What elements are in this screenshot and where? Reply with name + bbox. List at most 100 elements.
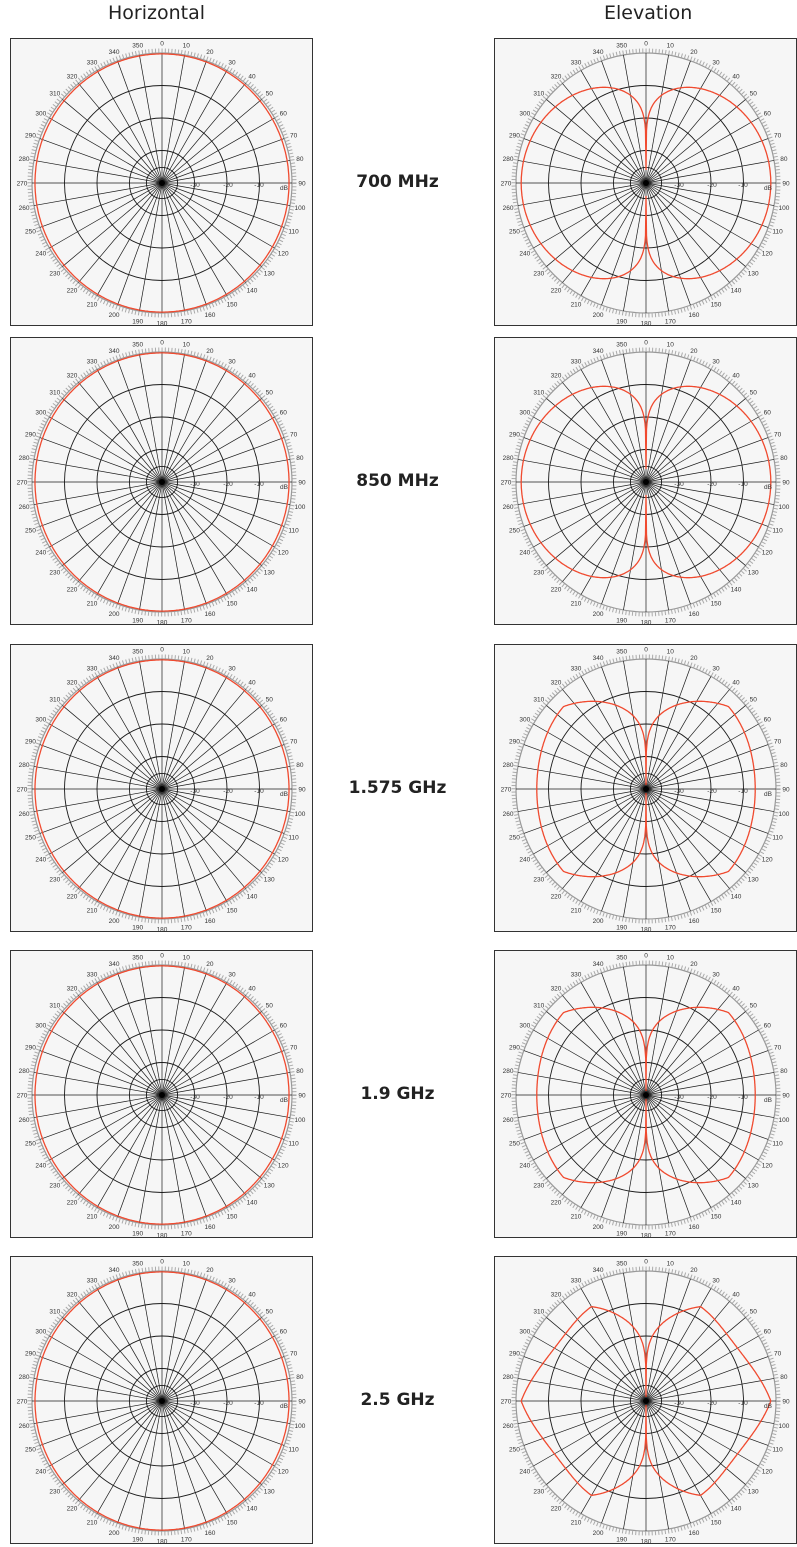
angle-tick-label: 280 — [503, 1374, 514, 1381]
grid-spoke — [62, 1317, 163, 1402]
angle-tick-label: 40 — [732, 985, 740, 992]
radial-tick-label: dB — [280, 185, 288, 192]
polar-chart-svg: 0 10 20 30 40 50 60 70 80 90 100 110 120 130 140 150 160… — [17, 340, 306, 627]
grid-spoke — [562, 83, 647, 184]
grid-spoke — [523, 1094, 647, 1140]
grid-spoke — [49, 723, 163, 790]
angle-tick-label: 290 — [509, 1045, 520, 1052]
grid-spoke — [645, 788, 746, 873]
angle-tick-label: 10 — [183, 1261, 191, 1268]
angle-tick-label: 140 — [247, 288, 258, 295]
grid-spoke — [645, 60, 691, 184]
angle-tick-label: 290 — [509, 1351, 520, 1358]
angle-tick-label: 340 — [109, 348, 120, 355]
angle-tick-label: 210 — [87, 1520, 98, 1527]
grid-spoke — [161, 70, 228, 184]
grid-spoke — [601, 666, 647, 790]
radial-tick-label: dB — [280, 1403, 288, 1410]
grid-spoke — [161, 788, 262, 873]
angle-tick-label: 320 — [551, 73, 562, 80]
angle-tick-label: 190 — [132, 924, 143, 931]
grid-spoke — [161, 437, 285, 483]
grid-spoke — [161, 1094, 185, 1224]
grid-spoke — [78, 182, 163, 283]
grid-spoke — [533, 723, 647, 790]
angle-tick-label: 250 — [509, 228, 520, 235]
grid-spoke — [39, 1356, 163, 1402]
angle-tick-label: 330 — [571, 59, 582, 66]
grid-spoke — [161, 182, 185, 312]
grid-spoke — [601, 60, 647, 184]
angle-tick-label: 140 — [247, 1200, 258, 1207]
angle-tick-label: 240 — [35, 1163, 46, 1170]
radiation-pattern-trace — [34, 659, 290, 919]
angle-tick-label: 70 — [290, 1045, 298, 1052]
grid-spoke — [517, 459, 647, 483]
grid-spoke — [645, 1356, 769, 1402]
angle-tick-label: 340 — [109, 1267, 120, 1274]
center-point — [643, 786, 649, 792]
angle-tick-label: 60 — [280, 1329, 288, 1336]
grid-spoke — [139, 1272, 163, 1402]
angle-tick-label: 270 — [501, 181, 512, 188]
angle-tick-label: 150 — [227, 1214, 238, 1221]
grid-spoke — [161, 1317, 262, 1402]
grid-spoke — [546, 1094, 647, 1179]
angle-tick-label: 260 — [19, 1117, 30, 1124]
grid-spoke — [117, 788, 163, 912]
angle-tick-label: 110 — [288, 1446, 299, 1453]
angle-tick-label: 180 — [641, 620, 652, 627]
angle-tick-label: 70 — [290, 432, 298, 439]
angle-tick-label: 300 — [35, 410, 46, 417]
angle-tick-label: 350 — [616, 342, 627, 349]
angle-tick-label: 40 — [248, 372, 256, 379]
angle-tick-label: 310 — [49, 1003, 60, 1010]
angle-tick-label: 270 — [17, 480, 28, 487]
grid-spoke — [533, 182, 647, 249]
grid-spoke — [39, 437, 163, 483]
grid-spoke — [161, 382, 246, 483]
angle-tick-label: 80 — [296, 1374, 304, 1381]
angle-tick-label: 160 — [688, 1530, 699, 1537]
angle-tick-label: 320 — [67, 372, 78, 379]
grid-spoke — [161, 666, 207, 790]
grid-spoke — [117, 1278, 163, 1402]
radial-tick-label: -20 — [223, 1094, 233, 1101]
center-point — [643, 479, 649, 485]
center-point — [159, 1092, 165, 1098]
tick-ring — [27, 347, 297, 617]
radial-tick-label: -30 — [190, 1400, 200, 1407]
grid-spoke — [533, 1400, 647, 1467]
grid-spoke — [645, 160, 775, 184]
grid-spoke — [161, 182, 207, 306]
angle-tick-label: 320 — [551, 679, 562, 686]
radial-tick-label: -30 — [190, 481, 200, 488]
angle-tick-label: 80 — [780, 1068, 788, 1075]
angle-tick-label: 350 — [616, 1261, 627, 1268]
angle-tick-label: 210 — [571, 302, 582, 309]
grid-spoke — [546, 1011, 647, 1096]
grid-spoke — [645, 1094, 769, 1140]
grid-spoke — [645, 459, 775, 483]
angle-tick-label: 60 — [764, 1023, 772, 1030]
angle-tick-label: 180 — [641, 1233, 652, 1240]
grid-spoke — [645, 1400, 746, 1485]
radial-tick-label: -30 — [674, 481, 684, 488]
angle-tick-label: 110 — [288, 228, 299, 235]
angle-tick-label: 200 — [593, 1224, 604, 1231]
angle-tick-label: 130 — [264, 570, 275, 577]
angle-tick-label: 20 — [690, 655, 698, 662]
angle-tick-label: 270 — [17, 787, 28, 794]
grid-spoke — [645, 788, 691, 912]
angle-tick-label: 240 — [35, 1469, 46, 1476]
grid-spoke — [139, 660, 163, 790]
grid-spoke — [645, 666, 691, 790]
grid-spoke — [523, 1400, 647, 1446]
grid-spoke — [96, 788, 163, 902]
angle-tick-label: 260 — [503, 205, 514, 212]
radial-tick-label: dB — [764, 185, 772, 192]
grid-spoke — [161, 481, 207, 605]
angle-tick-label: 30 — [228, 358, 236, 365]
grid-spoke — [62, 788, 163, 873]
angle-tick-label: 280 — [19, 455, 30, 462]
